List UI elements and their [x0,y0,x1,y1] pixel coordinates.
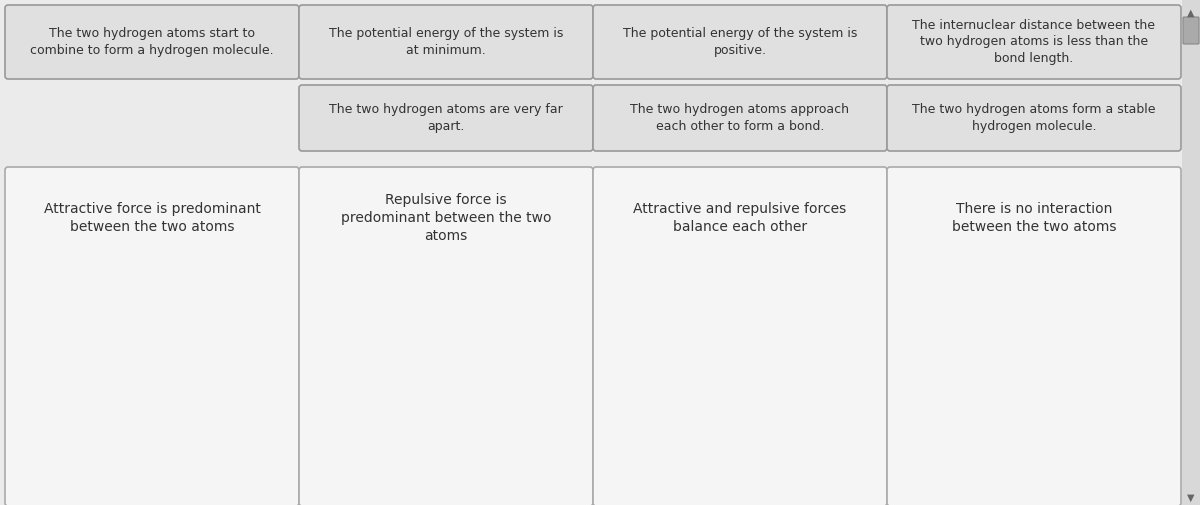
FancyBboxPatch shape [887,85,1181,151]
FancyBboxPatch shape [1182,0,1200,505]
Text: The two hydrogen atoms approach
each other to form a bond.: The two hydrogen atoms approach each oth… [630,103,850,133]
Text: The two hydrogen atoms form a stable
hydrogen molecule.: The two hydrogen atoms form a stable hyd… [912,103,1156,133]
FancyBboxPatch shape [299,167,593,505]
FancyBboxPatch shape [5,167,299,505]
FancyBboxPatch shape [887,5,1181,79]
Text: Repulsive force is
predominant between the two
atoms: Repulsive force is predominant between t… [341,193,551,243]
Text: The internuclear distance between the
two hydrogen atoms is less than the
bond l: The internuclear distance between the tw… [912,19,1156,65]
FancyBboxPatch shape [593,85,887,151]
FancyBboxPatch shape [887,167,1181,505]
Text: Attractive and repulsive forces
balance each other: Attractive and repulsive forces balance … [634,202,847,234]
Text: There is no interaction
between the two atoms: There is no interaction between the two … [952,202,1116,234]
Text: ▼: ▼ [1187,493,1195,503]
Text: The two hydrogen atoms start to
combine to form a hydrogen molecule.: The two hydrogen atoms start to combine … [30,27,274,57]
Text: Attractive force is predominant
between the two atoms: Attractive force is predominant between … [43,202,260,234]
FancyBboxPatch shape [5,5,299,79]
FancyBboxPatch shape [593,167,887,505]
Text: The potential energy of the system is
positive.: The potential energy of the system is po… [623,27,857,57]
Text: The potential energy of the system is
at minimum.: The potential energy of the system is at… [329,27,563,57]
Text: ▲: ▲ [1187,8,1195,18]
FancyBboxPatch shape [299,5,593,79]
FancyBboxPatch shape [299,85,593,151]
FancyBboxPatch shape [593,5,887,79]
Text: The two hydrogen atoms are very far
apart.: The two hydrogen atoms are very far apar… [329,103,563,133]
FancyBboxPatch shape [1183,17,1199,44]
